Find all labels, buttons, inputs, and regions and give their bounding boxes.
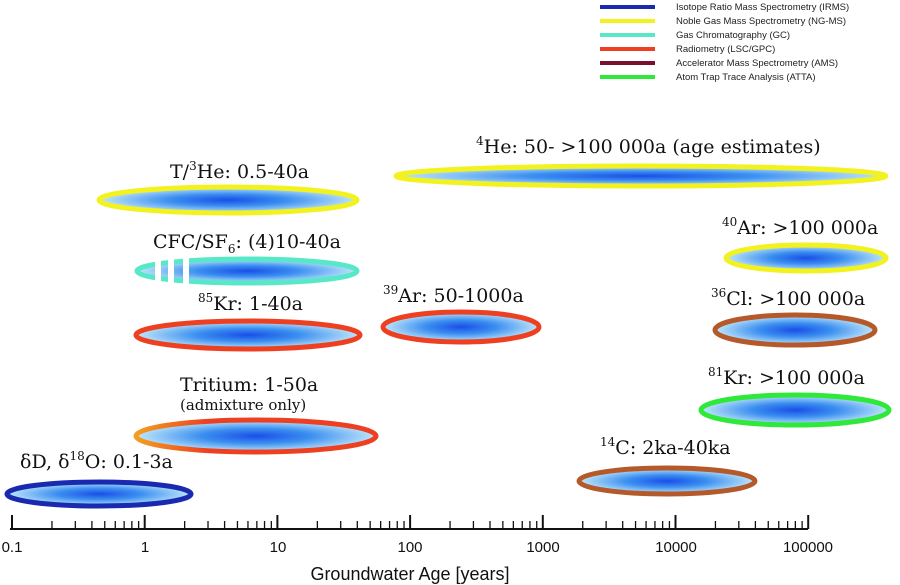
cfc-gap-3 [183, 257, 189, 285]
tracer-stable-isotopes: δD, δ18O: 0.1-3a [4, 449, 194, 509]
text-kr85: Kr: 1-40a [213, 293, 303, 315]
tracer-c14: 14C: 2ka-40ka [576, 435, 758, 497]
legend-label-radiometry: Radiometry (LSC/GPC) [676, 44, 775, 55]
legend-item-gc: Gas Chromatography (GC) [600, 30, 790, 41]
range-ellipse-stable-isotopes [4, 479, 194, 509]
text-he4: He: 50- >100 000a (age estimates) [484, 136, 821, 158]
text-ar40: Ar: >100 000a [736, 217, 878, 239]
legend-label-atta: Atom Trap Trace Analysis (ATTA) [676, 72, 816, 83]
sup-the3: 3 [189, 159, 197, 173]
sup-cl36: 36 [711, 286, 726, 300]
text-the3-b: He: 0.5-40a [197, 161, 309, 183]
sup-c14: 14 [600, 435, 616, 449]
legend-label-irms: Isotope Ratio Mass Spectrometry (IRMS) [676, 2, 849, 13]
range-ellipse-ar40 [723, 242, 889, 274]
range-ellipse-cl36 [712, 312, 878, 348]
text-the3-a: T/ [170, 161, 190, 183]
range-ellipse-ar39 [380, 309, 542, 345]
tracer-tritium-helium3: T/3He: 0.5-40a [96, 159, 360, 216]
tracer-label-tritium: Tritium: 1-50a [180, 374, 318, 396]
sup-do: 18 [70, 449, 85, 463]
legend-item-irms: Isotope Ratio Mass Spectrometry (IRMS) [600, 2, 849, 13]
range-ellipse-kr85 [133, 318, 363, 352]
tick-label-3: 100 [397, 539, 422, 556]
legend-item-ngms: Noble Gas Mass Spectrometry (NG-MS) [600, 16, 846, 27]
x-axis: 0.1 1 10 100 1000 10000 100000 Groundwat… [2, 515, 833, 584]
tick-label-2: 10 [270, 539, 287, 556]
tracer-cl36: 36Cl: >100 000a [711, 286, 878, 348]
x-axis-ticks [11, 515, 810, 529]
x-axis-title: Groundwater Age [years] [310, 564, 509, 584]
sup-ar40: 40 [722, 215, 737, 229]
tracer-tritium: Tritium: 1-50a (admixture only) [133, 374, 379, 455]
tracer-he4: 4He: 50- >100 000a (age estimates) [393, 134, 889, 189]
range-ellipse-tritium [133, 417, 379, 455]
legend-item-ams: Accelerator Mass Spectrometry (AMS) [600, 58, 838, 69]
text-do-a: δD, δ [20, 451, 70, 473]
text-ar39: Ar: 50-1000a [397, 285, 524, 307]
tracer-label-ar39: 39Ar: 50-1000a [383, 283, 524, 307]
tracer-label-stable-isotopes: δD, δ18O: 0.1-3a [20, 449, 173, 473]
tracer-label-cfc-sf6: CFC/SF6: (4)10-40a [153, 231, 341, 256]
text-do-b: O: 0.1-3a [85, 451, 173, 473]
cfc-gap-1 [155, 257, 161, 285]
legend: Isotope Ratio Mass Spectrometry (IRMS) N… [600, 2, 849, 83]
tracer-label-tritium-helium3: T/3He: 0.5-40a [170, 159, 309, 183]
tracer-ar40: 40Ar: >100 000a [722, 215, 889, 274]
tracer-note-tritium: (admixture only) [180, 396, 306, 414]
legend-item-radiometry: Radiometry (LSC/GPC) [600, 44, 775, 55]
tracer-kr85: 85Kr: 1-40a [133, 291, 363, 352]
sup-he4: 4 [476, 134, 484, 148]
sup-kr81: 81 [708, 365, 723, 379]
text-cl36: Cl: >100 000a [726, 288, 865, 310]
legend-label-ngms: Noble Gas Mass Spectrometry (NG-MS) [676, 16, 846, 27]
tracer-label-c14: 14C: 2ka-40ka [600, 435, 731, 459]
sup-kr85: 85 [198, 291, 213, 305]
range-ellipse-tritium-helium3 [96, 184, 360, 216]
legend-item-atta: Atom Trap Trace Analysis (ATTA) [600, 72, 816, 83]
text-kr81: Kr: >100 000a [723, 367, 865, 389]
tracer-label-he4: 4He: 50- >100 000a (age estimates) [476, 134, 821, 158]
tracer-label-cl36: 36Cl: >100 000a [711, 286, 865, 310]
range-ellipse-c14 [576, 465, 758, 497]
tick-label-5: 10000 [655, 539, 697, 556]
tracer-ar39: 39Ar: 50-1000a [380, 283, 542, 345]
tracer-kr81: 81Kr: >100 000a [698, 365, 892, 428]
text-cfc-b: : (4)10-40a [236, 231, 341, 253]
tick-label-6: 100000 [783, 539, 833, 556]
sup-ar39: 39 [383, 283, 398, 297]
cfc-gap-2 [168, 257, 174, 285]
tick-label-0: 0.1 [2, 539, 23, 556]
tick-label-1: 1 [141, 539, 149, 556]
text-c14: C: 2ka-40ka [615, 437, 730, 459]
sub-cfc: 6 [228, 242, 236, 256]
range-ellipse-cfc-sf6 [134, 256, 360, 286]
range-ellipse-he4 [393, 163, 889, 189]
tracer-label-kr81: 81Kr: >100 000a [708, 365, 865, 389]
legend-label-ams: Accelerator Mass Spectrometry (AMS) [676, 58, 838, 69]
legend-label-gc: Gas Chromatography (GC) [676, 30, 790, 41]
text-cfc-a: CFC/SF [153, 231, 228, 253]
tick-label-4: 1000 [526, 539, 559, 556]
tracer-label-ar40: 40Ar: >100 000a [722, 215, 878, 239]
tracer-cfc-sf6: CFC/SF6: (4)10-40a [134, 231, 360, 286]
range-ellipse-kr81 [698, 392, 892, 428]
tracer-label-kr85: 85Kr: 1-40a [198, 291, 303, 315]
